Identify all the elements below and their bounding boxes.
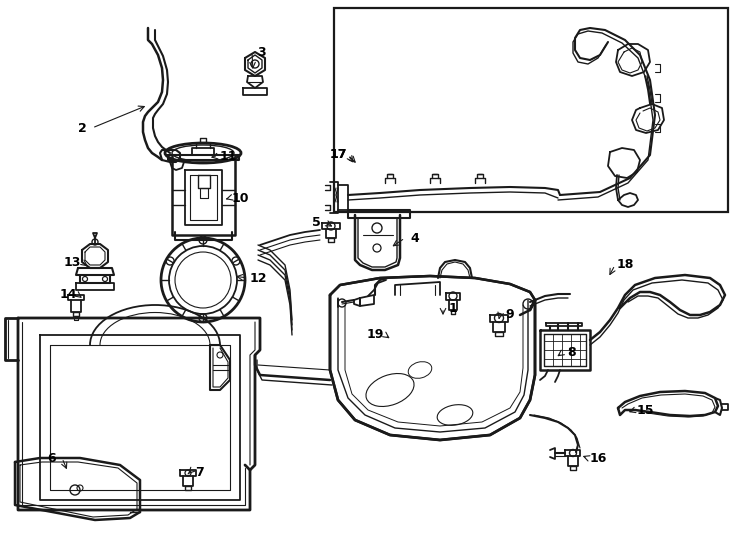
- Text: 17: 17: [330, 148, 346, 161]
- Text: 19: 19: [366, 328, 384, 341]
- Text: 7: 7: [196, 465, 204, 478]
- Text: 15: 15: [636, 403, 654, 416]
- Text: 14: 14: [59, 288, 77, 301]
- Text: 1: 1: [448, 301, 457, 314]
- Text: 6: 6: [48, 451, 57, 464]
- Text: 8: 8: [567, 347, 576, 360]
- Text: 9: 9: [506, 308, 515, 321]
- Text: 13: 13: [63, 255, 81, 268]
- Bar: [334, 8, 728, 212]
- Text: 17: 17: [330, 148, 346, 161]
- Text: 10: 10: [231, 192, 249, 205]
- Text: 11: 11: [219, 150, 237, 163]
- Text: 3: 3: [258, 45, 266, 58]
- Text: 12: 12: [250, 272, 266, 285]
- Text: 5: 5: [312, 217, 320, 230]
- Text: 4: 4: [410, 232, 419, 245]
- Text: 16: 16: [589, 451, 607, 464]
- Text: 18: 18: [617, 259, 633, 272]
- Text: 2: 2: [78, 122, 87, 134]
